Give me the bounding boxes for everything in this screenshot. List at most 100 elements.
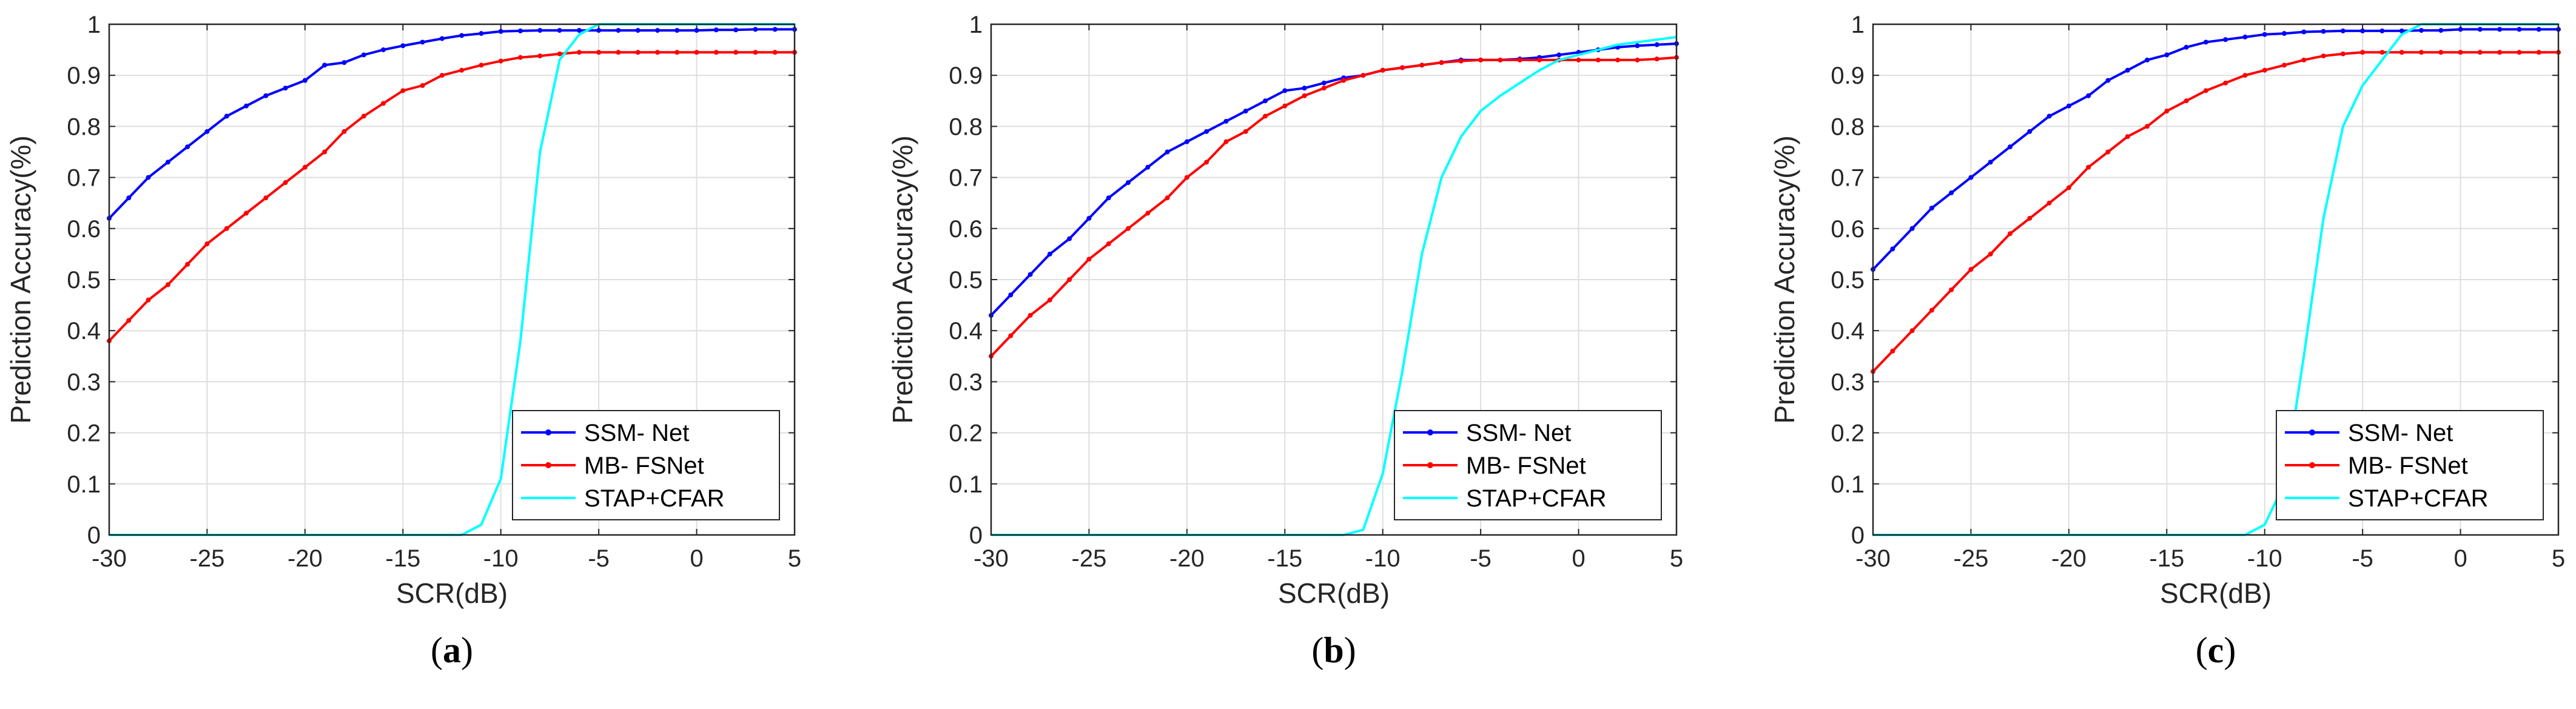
data-point xyxy=(1321,80,1327,86)
x-tick-label: -30 xyxy=(1855,545,1891,572)
data-point xyxy=(772,50,778,55)
data-point xyxy=(713,27,719,33)
data-point xyxy=(1615,57,1621,62)
data-point xyxy=(596,50,602,55)
data-point xyxy=(2517,50,2522,55)
y-tick-label: 0 xyxy=(969,522,983,549)
x-tick-label: -30 xyxy=(974,545,1009,572)
data-point xyxy=(322,62,328,68)
data-point xyxy=(2458,27,2463,32)
series-line xyxy=(108,28,795,220)
data-point xyxy=(1890,246,1895,252)
data-point xyxy=(2164,109,2170,114)
chart-panel-a: -30 -25 -20 -15 -10 -5 0 5 0 0.1 0.2 0.3 0.4 0.5 0.6 0.… xyxy=(5,12,801,670)
data-point xyxy=(2360,50,2366,55)
data-point xyxy=(185,144,190,150)
data-point xyxy=(1968,267,1974,272)
legend: SSM- Net MB- FSNet STAP+CFAR xyxy=(512,410,780,520)
data-point xyxy=(1223,118,1229,124)
y-axis-label: Prediction Accuracy(%) xyxy=(1769,135,1800,424)
x-tick-label: -20 xyxy=(2051,545,2087,572)
data-point xyxy=(1184,175,1189,180)
data-point xyxy=(1165,149,1170,155)
data-point xyxy=(165,160,170,165)
data-point xyxy=(2379,50,2385,55)
data-point xyxy=(224,113,229,119)
data-point xyxy=(1654,42,1660,47)
y-tick-label: 0.3 xyxy=(67,369,101,395)
data-point xyxy=(1380,67,1385,73)
data-point xyxy=(1929,307,1934,313)
caption-close: ) xyxy=(1344,630,1356,670)
y-tick-label: 0.5 xyxy=(949,267,983,294)
data-point xyxy=(2145,124,2150,129)
data-point xyxy=(2282,62,2287,68)
axes-box xyxy=(1872,23,2560,536)
data-point xyxy=(1949,287,1954,292)
data-point xyxy=(1635,57,1640,62)
data-point xyxy=(694,28,699,33)
data-point xyxy=(400,88,406,93)
x-tick-label: 0 xyxy=(1572,545,1585,572)
data-point xyxy=(302,78,308,83)
data-point xyxy=(616,50,621,55)
data-point xyxy=(1341,78,1347,83)
data-point xyxy=(2438,28,2444,33)
legend-label: SSM- Net xyxy=(2348,420,2453,446)
data-point xyxy=(2203,88,2208,93)
y-tick-label: 0.2 xyxy=(949,420,983,447)
data-point xyxy=(1145,164,1151,170)
legend: SSM- Net MB- FSNet STAP+CFAR xyxy=(2276,410,2544,520)
y-tick-label: 0.2 xyxy=(1831,420,1865,447)
y-tick-label: 0 xyxy=(87,522,101,549)
data-point xyxy=(1126,180,1131,186)
data-point xyxy=(1400,65,1405,70)
y-tick-label: 0.5 xyxy=(1831,267,1865,294)
legend-marker xyxy=(2309,429,2315,435)
data-point xyxy=(2360,28,2366,33)
y-tick-label: 0.4 xyxy=(67,318,101,344)
y-tick-label: 0.3 xyxy=(1831,369,1865,395)
data-point xyxy=(439,36,445,41)
data-point xyxy=(2399,28,2404,33)
y-tick-label: 0.1 xyxy=(67,471,101,498)
data-point xyxy=(1458,58,1464,64)
panel-caption: (c) xyxy=(2196,630,2236,670)
data-point xyxy=(2379,28,2385,33)
data-point xyxy=(146,297,151,303)
data-point xyxy=(1360,73,1366,78)
data-point xyxy=(1263,113,1268,119)
data-point xyxy=(1968,175,1974,180)
data-point xyxy=(2008,231,2013,237)
data-point xyxy=(165,282,170,287)
y-tick-label: 0.5 xyxy=(67,267,101,294)
data-point xyxy=(2536,27,2541,32)
data-point xyxy=(341,60,347,66)
y-axis-label: Prediction Accuracy(%) xyxy=(887,135,918,424)
data-point xyxy=(1126,226,1131,231)
y-tick-label: 0.4 xyxy=(1831,318,1865,344)
data-point xyxy=(204,129,210,134)
y-tick-label: 0.2 xyxy=(67,420,101,447)
data-point xyxy=(694,50,699,55)
data-point xyxy=(2321,29,2326,34)
data-point xyxy=(322,149,328,155)
axes-box xyxy=(990,23,1678,536)
data-point xyxy=(2184,98,2189,104)
data-point xyxy=(204,241,210,247)
data-point xyxy=(1635,43,1640,49)
data-point xyxy=(2242,35,2248,40)
data-point xyxy=(2125,67,2130,73)
data-point xyxy=(1282,103,1288,109)
y-tick-label: 0 xyxy=(1851,522,1865,549)
x-tick-label: -25 xyxy=(1072,545,1107,572)
data-point xyxy=(498,58,503,64)
legend-label: MB- FSNet xyxy=(1466,452,1586,479)
data-point xyxy=(126,318,132,323)
data-point xyxy=(772,27,778,32)
data-point xyxy=(2184,44,2189,50)
caption-letter: c xyxy=(2208,630,2224,670)
data-point xyxy=(1595,57,1601,62)
caption-letter: a xyxy=(443,630,461,670)
y-tick-label: 0.9 xyxy=(949,62,983,89)
